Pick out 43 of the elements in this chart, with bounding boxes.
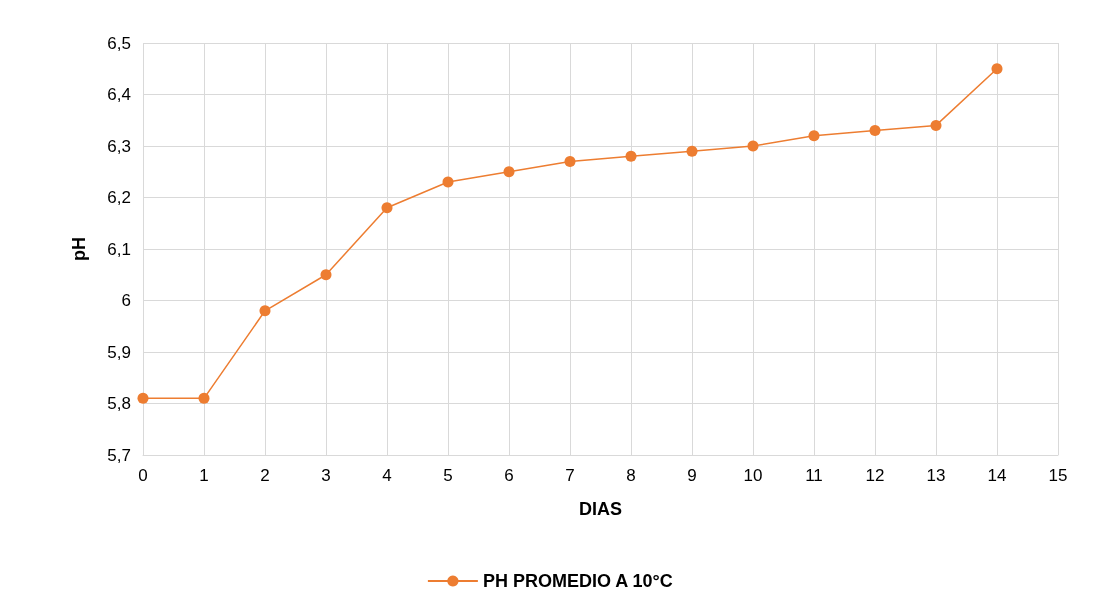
x-tick-label: 12 xyxy=(865,466,885,485)
point xyxy=(930,119,942,131)
y-axis-title: pH xyxy=(69,237,89,261)
x-tick-label: 4 xyxy=(382,466,392,485)
x-tick-label: 5 xyxy=(443,466,453,485)
x-tick-label: 6 xyxy=(504,466,514,485)
point xyxy=(686,145,698,157)
x-tick-label: 1 xyxy=(199,466,209,485)
y-tick-label: 6 xyxy=(121,291,131,310)
point xyxy=(381,202,393,214)
point xyxy=(625,150,637,162)
point xyxy=(198,392,210,404)
x-tick-label: 2 xyxy=(260,466,270,485)
point xyxy=(808,130,820,142)
legend-label: PH PROMEDIO A 10°C xyxy=(482,571,673,591)
point xyxy=(747,140,759,152)
y-tick-label: 6,4 xyxy=(107,85,131,104)
point xyxy=(320,269,332,281)
y-tick-label: 5,8 xyxy=(107,394,131,413)
y-tick-label: 6,5 xyxy=(107,33,131,53)
x-tick-label: 9 xyxy=(687,466,697,485)
y-tick-label: 6,1 xyxy=(107,239,131,259)
x-tick-label: 13 xyxy=(926,466,946,485)
x-tick-label: 3 xyxy=(321,466,331,485)
x-tick-label: 14 xyxy=(987,466,1007,485)
x-tick-label: 11 xyxy=(805,466,823,485)
y-tick-label: 5,9 xyxy=(107,342,131,362)
y-tick-label: 6,3 xyxy=(107,136,131,156)
point xyxy=(259,305,271,317)
point xyxy=(442,176,454,188)
x-tick-label: 8 xyxy=(626,466,636,485)
point xyxy=(503,166,515,178)
x-tick-label: 7 xyxy=(565,466,575,485)
y-tick-label: 6,2 xyxy=(107,188,131,207)
point xyxy=(991,63,1003,75)
point xyxy=(564,155,576,167)
y-tick-label: 5,7 xyxy=(107,445,131,465)
point xyxy=(137,392,149,404)
x-tick-label: 0 xyxy=(138,466,148,485)
x-tick-label: 15 xyxy=(1048,466,1068,485)
point xyxy=(869,125,881,137)
x-axis-title: DIAS xyxy=(578,499,623,519)
x-tick-label: 10 xyxy=(743,466,763,485)
